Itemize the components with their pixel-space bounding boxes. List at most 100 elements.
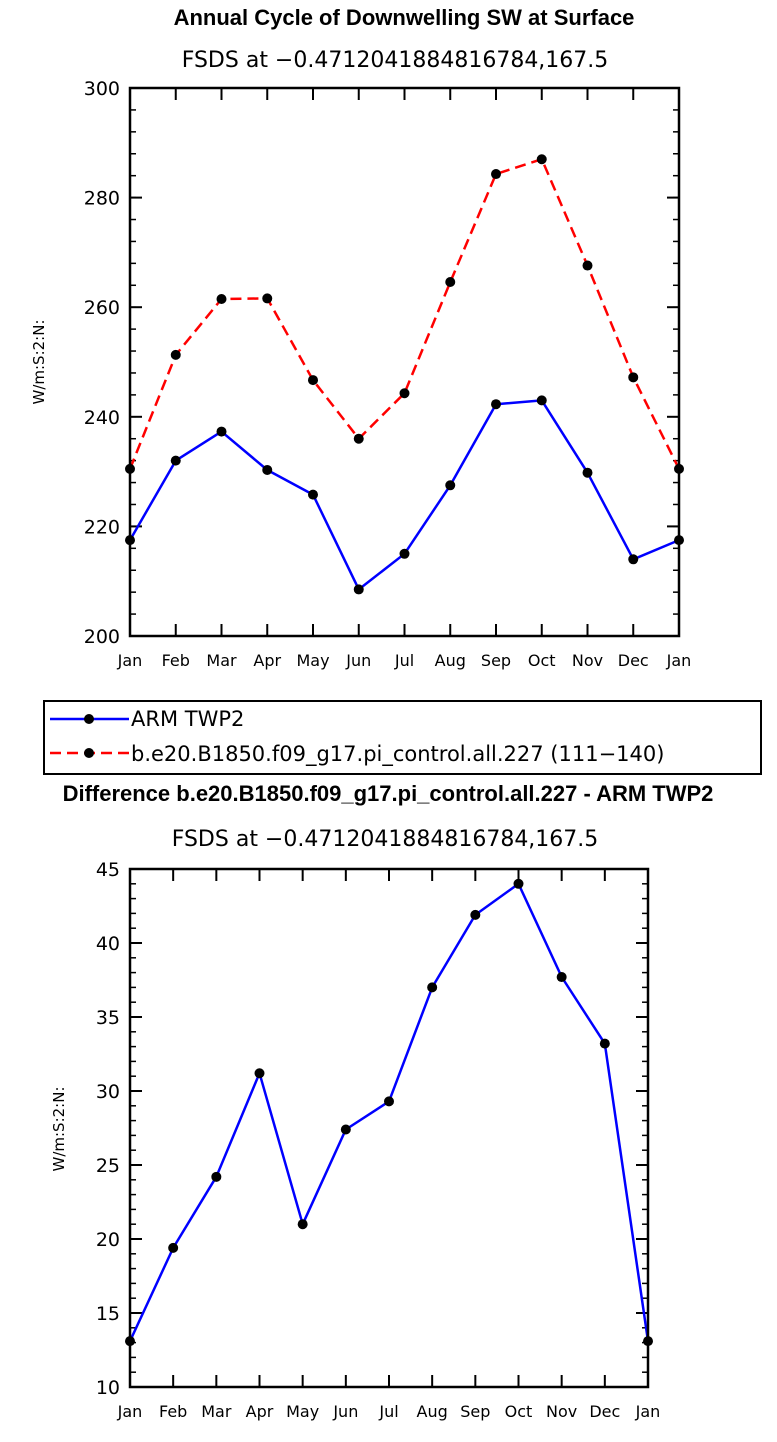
- x-tick-label: Apr: [253, 651, 281, 670]
- x-tick-label: Jan: [666, 651, 692, 670]
- series-0-point: [445, 480, 456, 491]
- x-tick-label: Jun: [345, 651, 371, 670]
- legend-label-arm-twp2: ARM TWP2: [131, 707, 244, 731]
- top-chart-subtitle: FSDS at −0.4712041884816784,167.5: [182, 48, 609, 73]
- series-1-point: [628, 372, 639, 383]
- series-0-point: [470, 909, 481, 920]
- series-0-point: [254, 1068, 265, 1079]
- series-1-point: [445, 276, 456, 287]
- top-chart-series: [125, 154, 684, 595]
- x-tick-label: Jul: [378, 1402, 398, 1421]
- top-chart-y-axis-label: W/m:S:2:N:: [30, 320, 48, 405]
- series-0-point: [308, 489, 318, 500]
- y-tick-label: 30: [96, 1081, 120, 1103]
- series-0-point: [170, 455, 181, 466]
- series-line-0: [128, 399, 680, 591]
- series-line-1: [128, 157, 681, 470]
- x-tick-label: Jun: [332, 1402, 358, 1421]
- series-0-point: [297, 1219, 308, 1230]
- y-tick-label: 240: [84, 407, 120, 429]
- legend-marker-arm-twp2: [84, 714, 94, 724]
- series-0-point: [556, 972, 567, 983]
- x-tick-label: Mar: [201, 1402, 232, 1421]
- x-tick-label: Jan: [117, 651, 143, 670]
- x-tick-label: Dec: [618, 651, 649, 670]
- x-tick-label: Nov: [546, 1402, 577, 1421]
- x-tick-label: Oct: [505, 1402, 533, 1421]
- y-tick-label: 35: [96, 1007, 120, 1029]
- top-chart-x-tick-labels: Jan Feb Mar Apr May Jun Jul Aug Sep Oct Nov Dec Jan: [117, 651, 692, 670]
- y-tick-label: 40: [96, 933, 120, 955]
- x-tick-label: Nov: [572, 651, 603, 670]
- series-0-point: [628, 554, 639, 565]
- series-0-point: [536, 395, 547, 406]
- bottom-chart-y-axis-label: W/m:S:2:N:: [50, 1087, 68, 1172]
- legend-entry-model: b.e20.B1850.f09_g17.pi_control.all.227 (…: [50, 742, 664, 767]
- bottom-chart-ticks: [129, 868, 649, 1388]
- legend-entry-arm-twp2: ARM TWP2: [50, 707, 244, 731]
- x-tick-label: Feb: [162, 651, 190, 670]
- bottom-chart-series: [125, 878, 653, 1347]
- series-1-point: [170, 349, 181, 360]
- series-0-point: [513, 878, 524, 889]
- series-0-point: [353, 584, 364, 595]
- series-1-point: [353, 433, 364, 444]
- series-1-point: [582, 260, 593, 271]
- bottom-chart-x-tick-labels: Jan Feb Mar Apr May Jun Jul Aug Sep Oct Nov Dec Jan: [117, 1402, 661, 1421]
- bottom-chart-subtitle: FSDS at −0.4712041884816784,167.5: [172, 827, 599, 852]
- series-0-point: [340, 1124, 351, 1135]
- bottom-chart: Difference b.e20.B1850.f09_g17.pi_contro…: [50, 781, 713, 1421]
- y-tick-label: 15: [96, 1303, 120, 1325]
- series-0-point: [216, 426, 227, 437]
- series-0-point: [384, 1096, 394, 1107]
- x-tick-label: Jan: [117, 1402, 143, 1421]
- x-tick-label: Jul: [394, 651, 414, 670]
- series-1-point: [536, 154, 547, 165]
- x-tick-label: Feb: [159, 1402, 187, 1421]
- x-tick-label: Dec: [589, 1402, 620, 1421]
- y-tick-label: 45: [96, 859, 120, 881]
- series-1-point: [262, 293, 273, 304]
- top-chart-y-tick-labels: 200 220 240 260 280 300: [84, 78, 120, 648]
- y-tick-label: 25: [96, 1155, 120, 1177]
- x-tick-label: Oct: [528, 651, 556, 670]
- series-1-point: [308, 375, 318, 386]
- series-1-point: [216, 293, 227, 304]
- x-tick-label: Mar: [206, 651, 237, 670]
- series-0-point: [168, 1242, 179, 1253]
- y-tick-label: 200: [84, 626, 120, 648]
- series-0-point: [211, 1171, 222, 1182]
- series-0-point: [599, 1038, 610, 1049]
- y-tick-label: 260: [84, 297, 120, 319]
- legend: ARM TWP2 b.e20.B1850.f09_g17.pi_control.…: [43, 700, 762, 775]
- x-tick-label: May: [296, 651, 329, 670]
- legend-marker-model: [84, 748, 94, 758]
- x-tick-label: Sep: [460, 1402, 490, 1421]
- x-tick-label: Sep: [481, 651, 511, 670]
- top-chart: Annual Cycle of Downwelling SW at Surfac…: [30, 5, 691, 670]
- bottom-chart-plot-frame: [128, 867, 650, 1389]
- x-tick-label: Aug: [417, 1402, 448, 1421]
- top-chart-title: Annual Cycle of Downwelling SW at Surfac…: [174, 5, 635, 30]
- bottom-chart-title: Difference b.e20.B1850.f09_g17.pi_contro…: [63, 781, 714, 806]
- bottom-chart-y-tick-labels: 10 15 20 25 30 35 40 45: [96, 859, 120, 1399]
- top-chart-plot-frame: [128, 86, 681, 638]
- series-0-point: [582, 467, 593, 478]
- y-tick-label: 10: [96, 1377, 120, 1399]
- x-tick-label: Aug: [435, 651, 466, 670]
- y-tick-label: 220: [84, 516, 120, 538]
- series-0-point: [491, 399, 501, 410]
- series-0-point: [399, 548, 410, 559]
- series-1-point: [399, 388, 410, 399]
- x-tick-label: Apr: [246, 1402, 274, 1421]
- y-tick-label: 20: [96, 1229, 120, 1251]
- legend-label-model: b.e20.B1850.f09_g17.pi_control.all.227 (…: [131, 742, 664, 767]
- series-0-point: [427, 982, 438, 993]
- legend-box: [43, 700, 762, 775]
- series-0-point: [262, 464, 273, 475]
- series-1-point: [491, 169, 501, 180]
- series-line-0: [128, 882, 650, 1342]
- y-tick-label: 280: [84, 188, 120, 210]
